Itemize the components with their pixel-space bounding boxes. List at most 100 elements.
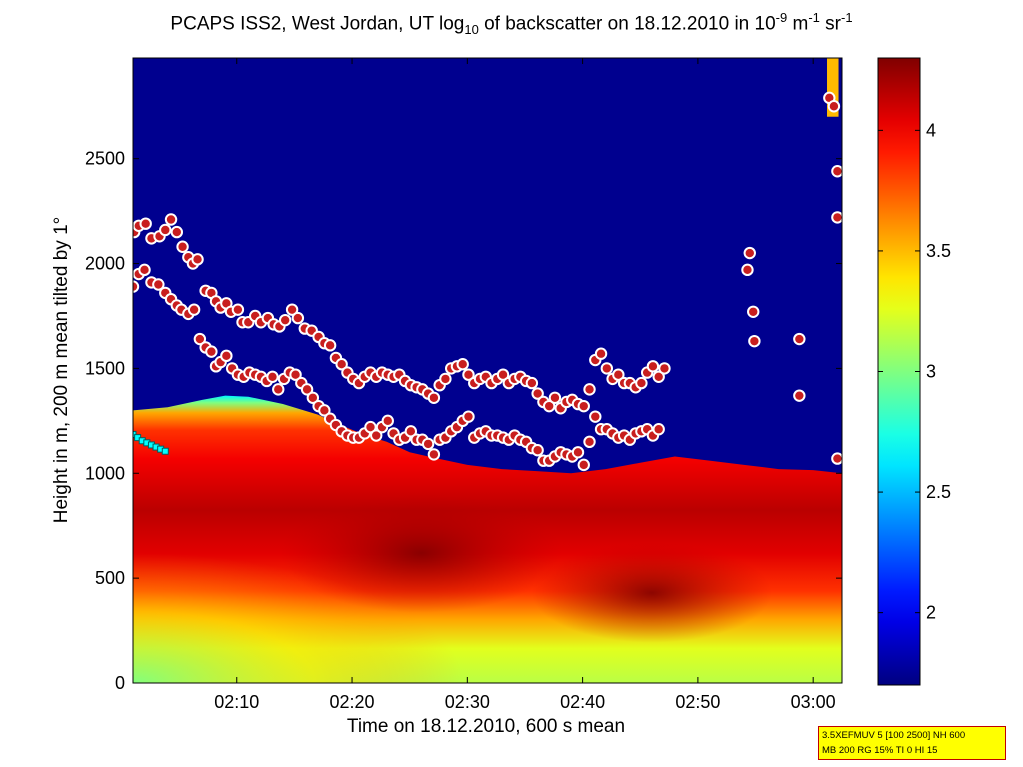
layer-marker: [635, 376, 648, 390]
layer-marker: [589, 410, 602, 423]
layer-marker: [741, 263, 754, 277]
layer-marker: [164, 213, 178, 226]
title-exp2: -1: [808, 10, 820, 25]
layer-marker: [266, 370, 279, 383]
layer-marker: [318, 404, 331, 417]
cyan-marker: [161, 447, 169, 455]
layer-marker: [152, 278, 165, 291]
layer-marker: [577, 399, 590, 413]
layer-marker: [205, 345, 218, 358]
layer-marker: [747, 305, 760, 318]
layer-marker: [139, 217, 152, 230]
heatmap-layer: [133, 58, 842, 683]
layer-marker: [364, 420, 377, 434]
layer-marker: [306, 391, 320, 404]
colorbar-bar: [877, 57, 921, 686]
x-axis-label: Time on 18.12.2010, 600 s mean: [346, 716, 626, 737]
layer-marker: [456, 358, 469, 371]
layer-marker: [652, 370, 665, 383]
layer-marker: [531, 443, 544, 457]
layer-marker: [231, 303, 245, 316]
x-ticks: 02:10 02:20 02:30 02:40 02:50 03:00: [214, 58, 836, 712]
layer-marker: [191, 253, 204, 266]
layer-marker: [421, 437, 435, 451]
elevated-aerosol: [827, 58, 839, 117]
title-middle: of backscatter on 18.12.2010 in 10: [478, 13, 776, 35]
colorbar-tick-label: 3: [926, 362, 936, 382]
layer-marker: [600, 362, 614, 375]
y-tick-label: 500: [95, 568, 125, 588]
y-tick-label: 2000: [85, 254, 125, 274]
layer-marker: [462, 368, 475, 381]
x-tick-label: 02:30: [445, 692, 490, 712]
layer-marker: [793, 332, 806, 346]
layer-marker: [159, 223, 172, 237]
title-unit2: sr: [819, 13, 841, 35]
colorbar: 2 2.5 3 3.5 4: [877, 57, 951, 686]
layer-marker: [748, 334, 761, 348]
y-ticks: 0 500 1000 1500 2000 2500: [85, 149, 842, 693]
layer-marker: [658, 362, 671, 375]
info-box: 3.5XEFMUV 5 [100 2500] NH 600 MB 200 RG …: [818, 726, 1006, 760]
layer-marker: [427, 391, 441, 404]
x-tick-label: 03:00: [791, 692, 836, 712]
layer-marker: [462, 410, 475, 423]
y-tick-label: 1500: [85, 358, 125, 378]
layer-marker: [793, 389, 806, 402]
layer-marker: [272, 383, 285, 396]
layer-marker: [404, 425, 418, 438]
layer-marker: [548, 391, 562, 404]
layer-marker: [289, 368, 302, 381]
y-tick-label: 1000: [85, 463, 125, 483]
y-tick-label: 0: [115, 673, 125, 693]
colorbar-tick-label: 3.5: [926, 241, 951, 261]
title-sub: 10: [464, 22, 479, 38]
layer-marker: [583, 383, 596, 396]
layer-marker: [831, 452, 842, 465]
y-tick-label: 2500: [85, 149, 125, 169]
layer-marker: [542, 399, 556, 413]
layer-marker: [291, 311, 305, 325]
layer-marker: [220, 349, 233, 363]
layer-marker: [370, 429, 383, 442]
layer-marker: [427, 448, 441, 461]
layer-marker: [381, 414, 394, 428]
layer-marker: [335, 358, 348, 371]
colorbar-tick-label: 4: [926, 120, 936, 140]
info-line-1: 3.5XEFMUV 5 [100 2500] NH 600: [822, 730, 966, 741]
title-exp3: -1: [841, 10, 853, 25]
layer-marker: [594, 347, 608, 360]
layer-marker: [612, 368, 625, 381]
plot-frame: [132, 57, 843, 684]
layer-marker: [577, 458, 590, 472]
layer-marker: [278, 313, 292, 327]
chart-title: PCAPS ISS2, West Jordan, UT log10 of bac…: [0, 10, 1023, 37]
layer-marker: [496, 368, 510, 381]
aerosol-low-zone: [133, 552, 463, 683]
colorbar-tick-label: 2: [926, 603, 936, 623]
layer-marker: [571, 446, 585, 459]
layer-marker: [525, 376, 539, 390]
title-exp1: -9: [775, 10, 788, 25]
layer-marker: [743, 246, 756, 260]
info-line-2: MB 200 RG 15% TI 0 HI 15: [822, 745, 938, 756]
layer-marker: [170, 225, 184, 239]
layer-marker: [323, 339, 337, 352]
layer-marker: [138, 263, 151, 277]
colorbar-tick-label: 2.5: [926, 482, 951, 502]
x-tick-label: 02:20: [330, 692, 375, 712]
title-unit1: m: [787, 13, 809, 35]
layer-marker: [831, 211, 842, 224]
layer-marker: [193, 332, 207, 346]
title-prefix: PCAPS ISS2, West Jordan, UT log: [170, 13, 465, 35]
layer-marker: [583, 435, 596, 449]
x-tick-label: 02:50: [675, 692, 720, 712]
layer-marker: [176, 240, 189, 253]
layer-marker: [827, 100, 841, 113]
layer-marker: [187, 303, 201, 316]
layer-marker: [439, 372, 452, 386]
layer-marker: [646, 360, 660, 373]
y-axis-label: Height in m, 200 m mean tilted by 1°: [51, 216, 72, 524]
aerosol-core-2: [531, 542, 772, 643]
